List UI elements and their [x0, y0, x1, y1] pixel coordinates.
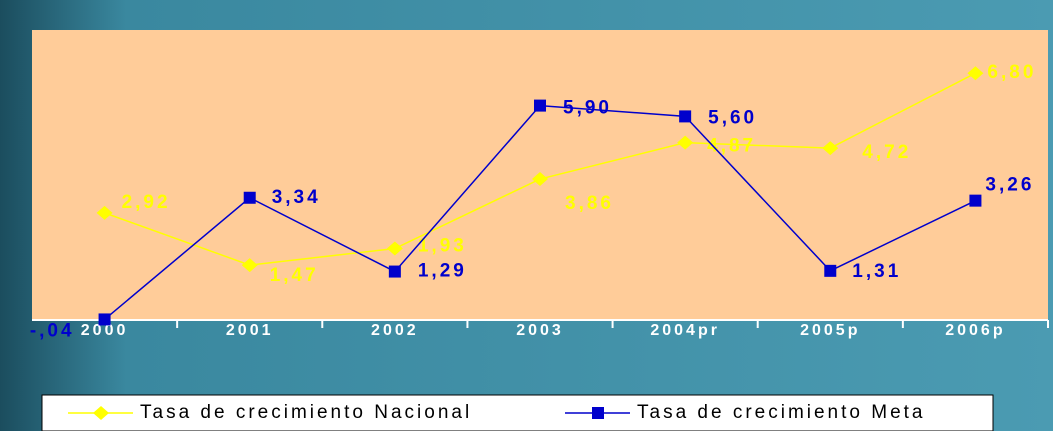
marker: [241, 258, 258, 273]
data-label: 1,31: [852, 261, 901, 282]
data-label: 4,87: [707, 136, 756, 157]
marker: [98, 313, 111, 326]
x-tick-label: 2000: [81, 322, 129, 339]
x-tick-label: 2005p: [800, 322, 860, 339]
data-label: 1,93: [418, 236, 467, 257]
data-label: 5,60: [708, 107, 757, 128]
data-label: 1,29: [418, 261, 467, 282]
marker: [243, 191, 256, 204]
marker: [96, 205, 113, 220]
x-tick-label: 2006p: [945, 322, 1005, 339]
data-label: -,04: [30, 320, 75, 341]
data-label: 1,47: [270, 265, 319, 286]
data-label: 2,92: [122, 192, 171, 213]
marker: [388, 265, 401, 278]
marker: [822, 141, 839, 156]
x-tick-label: 2003: [516, 322, 564, 339]
marker: [677, 135, 694, 150]
marker: [386, 241, 403, 256]
legend-marker: [592, 407, 604, 419]
marker: [679, 110, 692, 123]
legend: [41, 394, 994, 431]
marker: [824, 264, 837, 277]
marker: [534, 99, 546, 112]
data-label: 3,34: [272, 187, 321, 208]
data-label: 3,86: [565, 193, 614, 214]
marker: [532, 172, 548, 187]
legend-label: Tasa de crecimiento Nacional: [140, 402, 472, 423]
x-tick-label: 2004pr: [650, 322, 720, 339]
legend-marker: [93, 406, 109, 420]
data-label: 3,26: [985, 175, 1034, 196]
legend-label: Tasa de crecimiento Meta: [637, 402, 926, 423]
marker: [969, 194, 982, 207]
marker: [967, 66, 984, 81]
data-label: 5,90: [563, 98, 612, 119]
x-tick-label: 2001: [226, 322, 274, 339]
x-tick-label: 2002: [371, 322, 419, 339]
data-label: 6,80: [987, 62, 1036, 83]
data-label: 4,72: [862, 142, 911, 163]
